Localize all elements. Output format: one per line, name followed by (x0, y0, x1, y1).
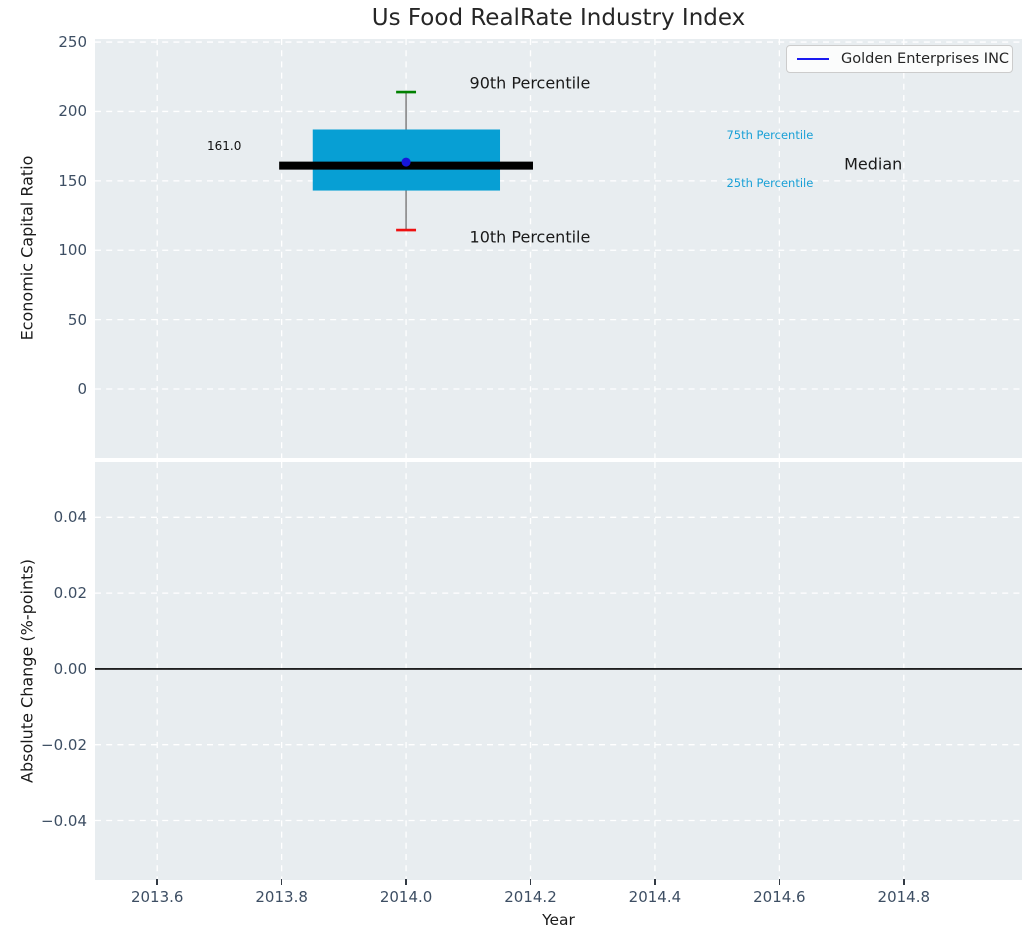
company-point-marker (401, 157, 411, 167)
x-tick-mark (654, 879, 656, 885)
x-tick-mark (778, 879, 781, 885)
x-tick-label: 2014.0 (379, 888, 433, 906)
chart-annotation: 161.0 (206, 139, 242, 154)
x-tick-label: 2014.4 (628, 888, 682, 906)
chart-title: Us Food RealRate Industry Index (371, 5, 746, 31)
x-tick-mark (156, 879, 158, 885)
y-tick-label: 0.02 (53, 584, 87, 603)
legend: Golden Enterprises INC (786, 45, 1013, 73)
y-tick-label: 250 (58, 33, 87, 52)
change-canvas (95, 462, 1022, 880)
x-tick-label: 2013.8 (255, 888, 308, 906)
x-tick-label: 2014.6 (753, 888, 806, 906)
x-tick-label: 2014.2 (504, 888, 557, 906)
x-tick-mark (529, 879, 532, 885)
boxplot-canvas (95, 39, 1022, 458)
chart-annotation: 90th Percentile (469, 73, 591, 93)
chart-annotation: 25th Percentile (726, 176, 814, 191)
chart-annotation: 10th Percentile (469, 227, 591, 247)
bottom-axes-plot-area (95, 462, 1022, 880)
chart-annotation: Median (844, 154, 903, 174)
x-axis-label: Year (542, 911, 575, 929)
y-tick-label: 0 (77, 380, 87, 399)
x-tick-mark (902, 879, 905, 885)
x-tick-label: 2013.6 (130, 888, 184, 906)
y-tick-label: 100 (58, 241, 87, 260)
chart-annotation: 75th Percentile (726, 128, 814, 143)
y-tick-label: −0.04 (41, 811, 87, 830)
legend-label: Golden Enterprises INC (841, 51, 1010, 67)
y-tick-label: 150 (58, 171, 87, 190)
x-tick-label: 2014.8 (877, 888, 931, 906)
y-tick-label: 0.04 (53, 508, 87, 527)
y-tick-label: −0.02 (41, 735, 87, 754)
y-tick-label: 50 (67, 310, 87, 329)
y-tick-label: 0.00 (53, 659, 87, 678)
x-tick-mark (280, 879, 283, 885)
top-axes-plot-area (95, 39, 1022, 458)
y-tick-label: 200 (58, 102, 87, 121)
x-tick-mark (405, 879, 407, 885)
legend-line-swatch (797, 57, 829, 61)
